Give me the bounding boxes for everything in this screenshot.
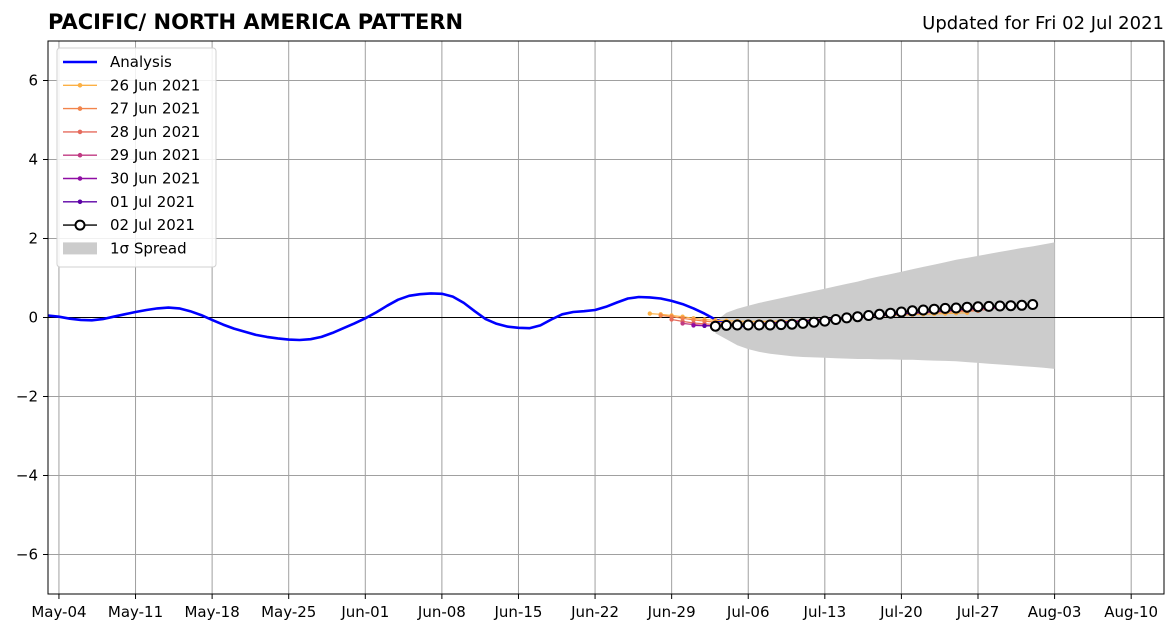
forecast-point <box>731 319 743 331</box>
forecast-point <box>786 318 798 330</box>
x-tick-label: Jun-08 <box>417 603 466 621</box>
forecast-point <box>691 323 696 328</box>
forecast-point <box>709 320 721 332</box>
legend-swatch-marker <box>77 176 83 181</box>
x-tick-label: May-25 <box>261 603 316 621</box>
forecast-point <box>647 311 652 316</box>
forecast-point <box>808 316 820 328</box>
forecast-point <box>885 307 896 319</box>
legend-label: 27 Jun 2021 <box>110 100 200 118</box>
axis-ticks: May-04 May-11 May-18 May-25 Jun-01 Jun-08 Jun-… <box>16 72 1158 622</box>
y-tick-label: 2 <box>28 230 38 248</box>
legend-label: 29 Jun 2021 <box>110 146 200 164</box>
y-tick-label: 4 <box>28 151 38 169</box>
x-tick-label: Jun-29 <box>647 603 696 621</box>
forecast-point <box>852 311 864 323</box>
forecast-point <box>797 317 809 329</box>
forecast-point <box>841 312 853 324</box>
forecast-point <box>939 302 951 314</box>
analysis-line <box>48 292 749 342</box>
legend-swatch-marker <box>77 152 83 158</box>
legend-swatch-marker <box>77 199 83 205</box>
forecast-point <box>950 302 962 314</box>
x-tick-label: Aug-03 <box>1028 603 1082 621</box>
forecast-point <box>994 300 1006 312</box>
legend-swatch-spread <box>63 242 97 255</box>
x-tick-label: Jul-20 <box>879 603 923 621</box>
chart-title: PACIFIC/ NORTH AMERICA PATTERN <box>48 10 463 34</box>
forecast-point <box>1005 300 1017 312</box>
forecast-point <box>720 319 732 331</box>
forecast-point <box>906 305 918 317</box>
forecast-point <box>972 301 984 313</box>
forecast-point <box>830 314 842 325</box>
forecast-point <box>895 306 907 318</box>
x-tick-label: May-04 <box>31 603 86 621</box>
legend-swatch-marker <box>77 129 83 135</box>
legend-label: Analysis <box>110 53 172 71</box>
forecast-point <box>658 313 663 318</box>
x-tick-label: Aug-10 <box>1104 603 1158 621</box>
legend-label: 28 Jun 2021 <box>110 123 200 141</box>
legend-label: 26 Jun 2021 <box>110 76 200 94</box>
forecast-point <box>702 323 707 328</box>
legend-swatch-marker <box>77 106 83 111</box>
x-tick-label: Jun-01 <box>340 603 389 621</box>
x-tick-label: Jun-22 <box>570 603 619 621</box>
forecast-point <box>764 319 776 331</box>
plot-area <box>48 242 1164 369</box>
forecast-point <box>961 301 973 313</box>
forecast-point <box>819 315 831 327</box>
legend-swatch-marker <box>74 219 86 231</box>
legend-box <box>56 47 217 268</box>
x-tick-label: May-18 <box>184 603 239 621</box>
y-tick-label: −2 <box>16 388 38 406</box>
legend-label: 01 Jul 2021 <box>110 193 195 211</box>
forecast-point <box>1027 299 1039 310</box>
forecast-point <box>1016 299 1028 311</box>
forecast-point <box>874 308 885 320</box>
updated-label: Updated for Fri 02 Jul 2021 <box>922 13 1164 34</box>
y-tick-label: −6 <box>16 546 38 564</box>
y-tick-label: 6 <box>28 72 38 90</box>
forecast-point <box>742 319 754 331</box>
forecast-point <box>753 319 765 331</box>
forecast-point <box>983 300 995 312</box>
forecast-point <box>680 321 685 326</box>
forecast-point <box>863 310 875 321</box>
x-tick-label: Jul-13 <box>803 603 847 621</box>
forecast-point <box>917 304 929 316</box>
forecast-point <box>775 319 787 331</box>
legend-label: 1σ Spread <box>110 239 187 257</box>
x-tick-label: Jun-15 <box>494 603 543 621</box>
spread-band <box>715 242 1055 369</box>
legend-label: 30 Jun 2021 <box>110 170 200 188</box>
x-tick-label: Jul-06 <box>726 603 770 621</box>
forecast-point <box>928 303 940 315</box>
legend-swatch-marker <box>77 83 83 88</box>
legend-label: 02 Jul 2021 <box>110 216 195 234</box>
y-tick-label: −4 <box>16 467 38 485</box>
forecast-point <box>669 317 674 322</box>
legend: Analysis 26 Jun 2021 27 Jun 2021 28 Jun 202… <box>56 47 217 268</box>
y-tick-label: 0 <box>28 309 38 327</box>
x-tick-label: May-11 <box>108 603 163 621</box>
x-tick-label: Jul-27 <box>956 603 1000 621</box>
